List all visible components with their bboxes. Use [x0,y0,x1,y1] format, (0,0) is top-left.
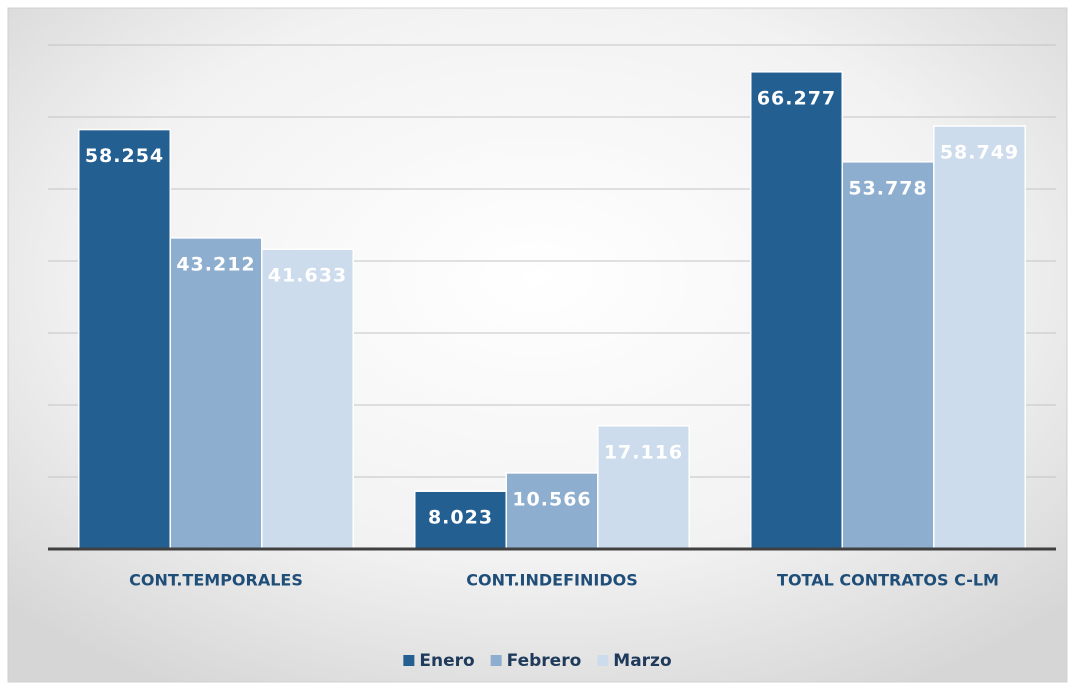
legend-label: Marzo [613,651,671,671]
legend-label: Febrero [507,651,582,671]
legend-label: Enero [419,651,474,671]
bar [750,71,843,550]
bar [597,425,690,550]
legend-swatch [403,655,415,666]
bar [841,161,935,550]
bar [169,237,263,550]
bar [505,472,599,550]
x-tick-label: CONT.TEMPORALES [129,571,303,590]
data-label: 58.254 [85,145,164,167]
bar [933,125,1026,550]
data-label: 58.749 [940,142,1019,164]
data-label: 17.116 [604,441,683,463]
x-tick-label: TOTAL CONTRATOS C-LM [777,571,999,590]
x-tick-label: CONT.INDEFINIDOS [466,571,637,590]
data-label: 41.633 [268,265,347,287]
data-label: 8.023 [428,507,493,529]
bar [78,128,171,550]
bar [261,248,354,550]
data-label: 53.778 [848,177,927,199]
data-label: 43.212 [176,253,255,275]
legend-swatch [597,655,609,666]
data-label: 10.566 [512,488,591,510]
data-label: 66.277 [757,87,836,109]
legend-swatch [490,655,502,666]
